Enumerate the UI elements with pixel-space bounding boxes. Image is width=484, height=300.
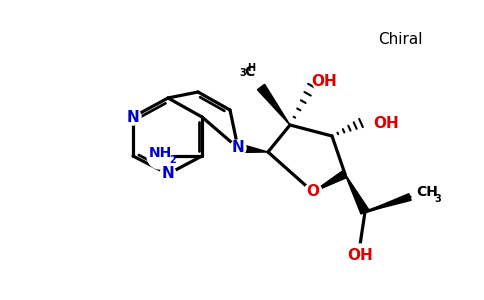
Circle shape: [147, 143, 173, 169]
Text: Chiral: Chiral: [378, 32, 422, 47]
Circle shape: [304, 183, 322, 201]
Circle shape: [230, 140, 246, 156]
Text: OH: OH: [373, 116, 399, 130]
Polygon shape: [365, 194, 411, 212]
Text: N: N: [127, 110, 139, 124]
Text: N: N: [232, 140, 244, 155]
Text: OH: OH: [311, 74, 337, 89]
Text: OH: OH: [347, 248, 373, 262]
Polygon shape: [345, 174, 369, 214]
Circle shape: [349, 244, 371, 266]
Polygon shape: [313, 170, 347, 192]
Text: H: H: [247, 63, 255, 73]
Text: N: N: [162, 167, 174, 182]
Text: CH: CH: [416, 185, 438, 199]
Circle shape: [313, 71, 335, 93]
Text: NH: NH: [149, 146, 172, 160]
Text: O: O: [306, 184, 319, 200]
Text: C: C: [244, 65, 254, 79]
Polygon shape: [238, 143, 268, 152]
Circle shape: [375, 112, 397, 134]
Polygon shape: [257, 84, 290, 125]
Circle shape: [125, 109, 141, 125]
Text: 2: 2: [169, 155, 176, 165]
Text: 3: 3: [434, 194, 441, 204]
Text: 3: 3: [240, 68, 246, 78]
Circle shape: [160, 166, 176, 182]
